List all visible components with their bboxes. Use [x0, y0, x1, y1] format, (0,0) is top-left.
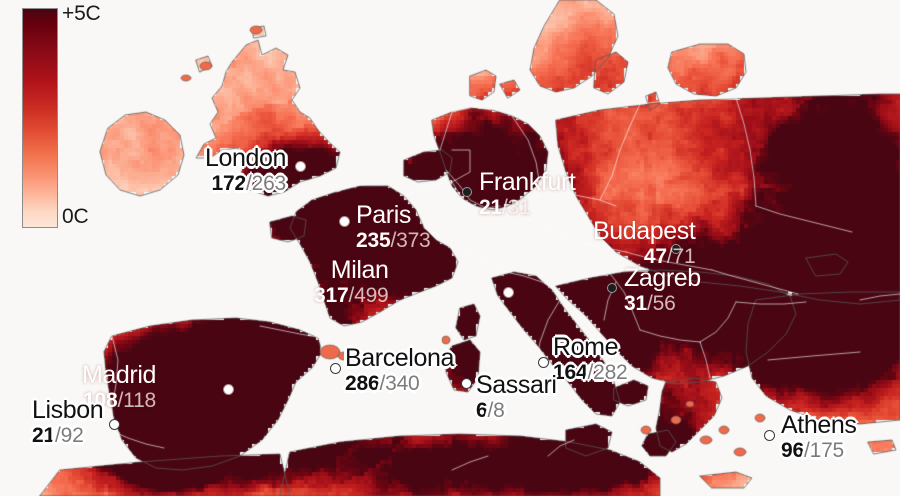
city-death-counts: 164/282 [553, 361, 628, 384]
death-count-secondary: /373 [390, 229, 431, 252]
city-death-counts: 172/263 [205, 172, 287, 195]
city-name: Milan [330, 256, 389, 284]
death-count-secondary: /499 [348, 284, 389, 307]
death-count-secondary: /263 [245, 172, 287, 195]
colorbar-gradient [22, 8, 58, 228]
city-marker-paris[interactable] [339, 216, 350, 227]
city-marker-zagreb[interactable] [607, 283, 617, 293]
city-name: Sassari [476, 371, 557, 399]
city-death-counts: 21/92 [32, 424, 103, 447]
city-label-paris[interactable]: Paris 235/373 [356, 201, 431, 253]
death-count-secondary: /175 [803, 439, 845, 462]
city-name: Frankfurt [479, 168, 576, 196]
city-name: Athens [781, 411, 857, 439]
death-count-primary: 21 [32, 424, 55, 447]
city-label-rome[interactable]: Rome 164/282 [553, 333, 628, 385]
death-count-secondary: /56 [646, 292, 676, 315]
death-count-secondary: /71 [666, 245, 696, 268]
death-count-primary: 317 [314, 284, 349, 307]
city-death-counts: 21/31 [479, 196, 575, 219]
death-count-secondary: /8 [487, 399, 505, 422]
death-count-secondary: /118 [117, 389, 157, 412]
city-label-zagreb[interactable]: Zagreb 31/56 [624, 264, 701, 316]
city-death-counts: 286/340 [345, 372, 454, 395]
city-marker-lisbon[interactable] [109, 419, 120, 430]
city-death-counts: 317/499 [314, 284, 389, 307]
city-death-counts: 108/118 [82, 389, 156, 412]
death-count-primary: 172 [211, 172, 247, 195]
death-count-primary: 96 [781, 439, 804, 462]
colorbar-bottom-label: 0C [62, 205, 89, 228]
city-name: Barcelona [345, 344, 454, 372]
death-count-primary: 47 [643, 245, 667, 268]
death-count-primary: 235 [356, 229, 391, 252]
city-death-counts: 96/175 [781, 439, 856, 462]
city-marker-barcelona[interactable] [330, 363, 341, 374]
city-marker-madrid[interactable] [223, 384, 234, 395]
city-name: Lisbon [32, 396, 104, 424]
city-death-counts: 47/71 [593, 245, 696, 268]
city-name: Budapest [593, 217, 696, 245]
city-marker-sassari[interactable] [461, 378, 472, 389]
city-marker-london[interactable] [295, 161, 306, 172]
city-marker-milan[interactable] [503, 287, 514, 298]
city-label-sassari[interactable]: Sassari 6/8 [476, 371, 557, 423]
death-count-secondary: /92 [54, 424, 84, 447]
city-marker-athens[interactable] [764, 430, 775, 441]
city-label-madrid[interactable]: Madrid 108/118 [82, 361, 157, 413]
city-label-milan[interactable]: Milan 317/499 [314, 256, 389, 308]
death-count-secondary: /340 [379, 372, 420, 395]
city-name: Rome [553, 333, 619, 361]
city-death-counts: 6/8 [476, 399, 557, 422]
city-name: Zagreb [624, 264, 701, 292]
death-count-primary: 164 [553, 361, 588, 384]
death-count-primary: 21 [479, 196, 502, 219]
death-count-secondary: /31 [501, 196, 531, 219]
city-marker-frankfurt[interactable] [462, 187, 472, 197]
city-name: Paris [356, 201, 411, 229]
city-label-london[interactable]: London 172/263 [205, 144, 287, 196]
death-count-primary: 286 [345, 372, 380, 395]
city-name: London [205, 144, 287, 172]
city-label-lisbon[interactable]: Lisbon 21/92 [32, 396, 104, 448]
city-label-barcelona[interactable]: Barcelona 286/340 [345, 344, 454, 396]
city-label-athens[interactable]: Athens 96/175 [781, 411, 857, 463]
colorbar [22, 8, 58, 228]
death-count-secondary: /282 [587, 361, 628, 384]
city-marker-rome[interactable] [538, 357, 549, 368]
city-marker-budapest[interactable] [671, 244, 681, 254]
death-count-primary: 31 [624, 292, 647, 315]
death-count-primary: 6 [476, 399, 488, 422]
city-label-frankfurt[interactable]: Frankfurt 21/31 [479, 168, 576, 220]
colorbar-top-label: +5C [62, 2, 101, 25]
city-name: Madrid [82, 361, 157, 389]
city-label-budapest[interactable]: Budapest 47/71 [593, 217, 696, 269]
city-death-counts: 31/56 [624, 292, 701, 315]
death-count-primary: 108 [83, 389, 118, 412]
city-death-counts: 235/373 [356, 229, 431, 252]
